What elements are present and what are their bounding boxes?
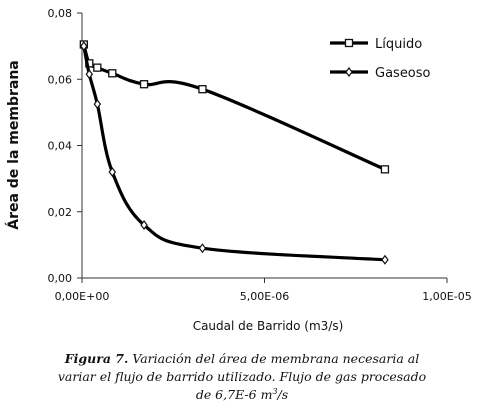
y-tick-label: 0,04 <box>48 140 73 153</box>
legend-label-gaseoso: Gaseoso <box>375 66 431 81</box>
series-line-gaseoso <box>82 44 387 262</box>
data-point-gaseoso <box>198 243 207 254</box>
legend-label-liquido: Líquido <box>375 37 422 52</box>
data-point-liquido <box>198 85 207 94</box>
x-tick-label: 1,00E-05 <box>422 290 471 303</box>
x-tick-label: 5,00E-06 <box>240 290 289 303</box>
caption-line-1: Figura 7. Variación del área de membrana… <box>0 350 484 368</box>
caption-line-3: de 6,7E-6 m3/s <box>0 386 484 404</box>
caption-text-3: de 6,7E-6 m <box>195 387 273 402</box>
y-axis-ticks: 0,00 0,02 0,04 0,06 0,08 <box>48 7 82 285</box>
caption-text-3-end: /s <box>277 387 289 402</box>
data-point-liquido <box>380 165 390 174</box>
data-point-gaseoso <box>140 220 148 230</box>
x-axis-label: Caudal de Barrido (m3/s) <box>193 319 344 333</box>
caption-superscript: 3 <box>272 386 278 396</box>
data-point-gaseoso <box>85 69 94 80</box>
legend-marker-liquido <box>344 38 354 48</box>
x-axis-ticks: 0,00E+00 5,00E-06 1,00E-05 <box>55 278 472 303</box>
data-point-gaseoso <box>80 41 88 52</box>
data-point-liquido <box>93 63 102 72</box>
figure-caption: Figura 7. Variación del área de membrana… <box>0 350 484 404</box>
y-tick-label: 0,00 <box>48 272 73 285</box>
y-axis-label: Área de la membrana <box>5 60 22 230</box>
legend: Líquido Gaseoso <box>330 37 431 81</box>
y-tick-label: 0,02 <box>48 206 73 219</box>
caption-line-2: variar el flujo de barrido utilizado. Fl… <box>57 369 427 384</box>
figure-label: Figura 7. <box>64 351 129 366</box>
data-point-liquido <box>108 69 117 78</box>
y-tick-label: 0,08 <box>48 7 73 20</box>
data-point-liquido <box>139 80 149 89</box>
line-chart: 0,00 0,02 0,04 0,06 0,08 0,00E+00 5,00E-06 1,0… <box>5 7 472 333</box>
legend-marker-gaseoso <box>345 67 353 77</box>
y-tick-label: 0,06 <box>48 73 73 86</box>
series-line-liquido <box>82 42 387 171</box>
data-point-gaseoso <box>108 167 117 177</box>
caption-text-1: Variación del área de membrana necesaria… <box>128 351 420 366</box>
series-layer <box>79 40 390 265</box>
data-point-gaseoso <box>381 254 389 265</box>
x-tick-label: 0,00E+00 <box>55 290 110 303</box>
data-point-gaseoso <box>93 99 102 110</box>
